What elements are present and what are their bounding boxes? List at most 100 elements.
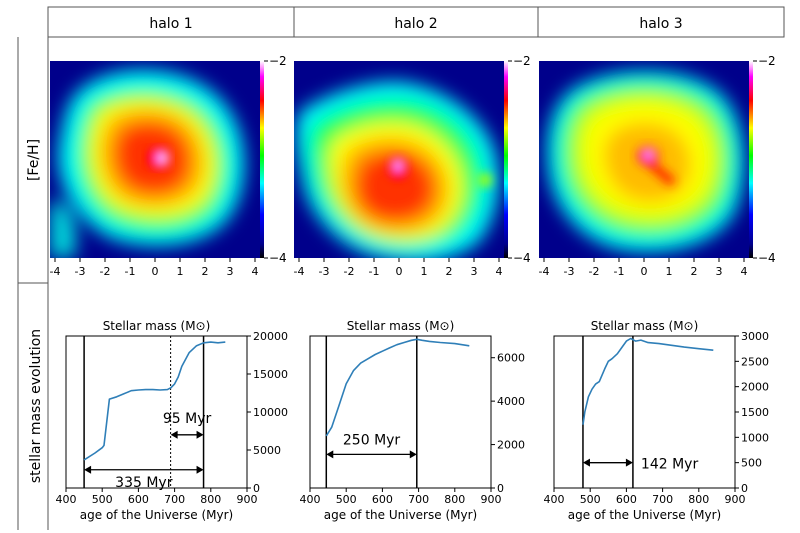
chart-3-y-tick-label: 0 <box>741 482 748 495</box>
chart-1-title: Stellar mass (M⊙) <box>103 319 211 333</box>
chart-2-x-tick-label: 400 <box>300 493 321 506</box>
chart-1-x-tick-label: 900 <box>237 493 258 506</box>
map-1-tick-label: -2 <box>100 265 111 278</box>
layout-grid <box>17 6 785 530</box>
map-1-tick-label: 3 <box>227 265 234 278</box>
colorbar-2-min-label: −4 <box>513 251 531 265</box>
chart-1-interval-label: 335 Myr <box>115 475 173 491</box>
map-1-tick-label: 4 <box>252 265 259 278</box>
feh-map-halo-2 <box>294 61 504 258</box>
chart-1-x-tick-label: 700 <box>164 493 185 506</box>
chart-3-y-tick-label: 3000 <box>741 330 769 343</box>
chart-2-x-tick-label: 500 <box>336 493 357 506</box>
column-header-halo-2: halo 2 <box>394 16 437 32</box>
map-1-tick-label: -3 <box>75 265 86 278</box>
colorbar-2-max-label: −2 <box>513 54 531 68</box>
feh-map-halo-1 <box>50 61 260 258</box>
map-2-tick-label: 3 <box>471 265 478 278</box>
map-3-tick-label: 3 <box>716 265 723 278</box>
map-1-tick-label: 2 <box>202 265 209 278</box>
chart-2-x-axis-label: age of the Universe (Myr) <box>324 508 477 522</box>
chart-2-y-tick-label: 2000 <box>497 439 525 452</box>
chart-2-arrow-head-right <box>409 450 417 459</box>
chart-3-y-tick-label: 2000 <box>741 381 769 394</box>
chart-3-y-tick-label: 1000 <box>741 431 769 444</box>
chart-3-x-axis-label: age of the Universe (Myr) <box>568 508 721 522</box>
chart-3-y-tick-label: 2500 <box>741 355 769 368</box>
chart-2-x-tick-label: 700 <box>408 493 429 506</box>
chart-3-y-tick-label: 500 <box>741 457 762 470</box>
colorbar-3-max-label: −2 <box>758 54 776 68</box>
map-1-tick-label: -1 <box>125 265 136 278</box>
map-3-tick-label: 0 <box>641 265 648 278</box>
chart-2-y-tick-label: 4000 <box>497 395 525 408</box>
chart-2-x-tick-label: 600 <box>372 493 393 506</box>
chart-1-arrow-head-left <box>84 465 92 474</box>
chart-2-x-tick-label: 800 <box>444 493 465 506</box>
chart-3-x-tick-label: 400 <box>544 493 565 506</box>
colorbar-3-min-label: −4 <box>758 251 776 265</box>
column-header-halo-3: halo 3 <box>639 16 682 32</box>
chart-2-mass-line <box>325 338 470 437</box>
chart-3-x-tick-label: 800 <box>688 493 709 506</box>
chart-3-interval-label: 142 Myr <box>641 457 699 473</box>
chart-2-title: Stellar mass (M⊙) <box>347 319 455 333</box>
chart-1-arrow-head-right <box>196 465 204 474</box>
map-3-tick-label: 1 <box>666 265 673 278</box>
chart-2-y-tick-label: 0 <box>497 482 504 495</box>
map-2-tick-label: -1 <box>369 265 380 278</box>
colorbar-1-max-label: −2 <box>269 54 287 68</box>
colorbar-1-min-label: −4 <box>269 251 287 265</box>
chart-1-y-tick-label: 10000 <box>253 406 288 419</box>
row-label-stellar-mass-evolution: stellar mass evolution <box>28 329 44 483</box>
feh-map-halo-3 <box>539 61 749 258</box>
colorbar-3: −2 −4 <box>749 54 776 265</box>
chart-3-mass-line <box>582 337 714 425</box>
map-1-tick-label: 1 <box>177 265 184 278</box>
chart-3-x-tick-label: 900 <box>725 493 746 506</box>
map-2-tick-label: -3 <box>319 265 330 278</box>
map-3-tick-label: -4 <box>539 265 550 278</box>
chart-1-arrow-head-left <box>170 430 178 439</box>
chart-3-y-tick-label: 1500 <box>741 406 769 419</box>
chart-1-interval-label: 95 Myr <box>163 411 212 427</box>
chart-1-y-tick-label: 5000 <box>253 444 281 457</box>
map-3-tick-label: 2 <box>691 265 698 278</box>
chart-3-x-tick-label: 700 <box>652 493 673 506</box>
map-1-tick-label: 0 <box>152 265 159 278</box>
chart-1-x-tick-label: 800 <box>200 493 221 506</box>
chart-3-arrow-head-left <box>582 458 590 467</box>
chart-1-y-tick-label: 20000 <box>253 330 288 343</box>
chart-1-axes-frame <box>65 335 248 489</box>
column-header-halo-1: halo 1 <box>149 16 192 32</box>
chart-3-arrow-head-right <box>625 458 633 467</box>
chart-1-mass-line <box>83 341 226 461</box>
chart-1-x-tick-label: 500 <box>92 493 113 506</box>
chart-2-x-tick-label: 900 <box>481 493 502 506</box>
chart-1-arrow-head-right <box>196 430 204 439</box>
chart-3-x-tick-label: 500 <box>580 493 601 506</box>
chart-2-axes-frame <box>309 335 492 489</box>
map-2-tick-label: -4 <box>294 265 305 278</box>
row-label-feh: [Fe/H] <box>26 139 42 181</box>
map-3-tick-label: -2 <box>589 265 600 278</box>
chart-2-arrow-head-left <box>326 450 334 459</box>
map-1-tick-label: -4 <box>50 265 61 278</box>
map-2-tick-label: 4 <box>496 265 503 278</box>
map-2-tick-label: 2 <box>446 265 453 278</box>
map-3-tick-label: 4 <box>741 265 748 278</box>
map-2-tick-label: -2 <box>344 265 355 278</box>
chart-2-interval-label: 250 Myr <box>343 432 401 448</box>
stellar-mass-charts: Stellar mass (M⊙)400 500 600 700 800 90005000… <box>56 319 770 522</box>
chart-2-y-tick-label: 6000 <box>497 352 525 365</box>
map-2-tick-label: 1 <box>421 265 428 278</box>
chart-3-x-tick-label: 600 <box>616 493 637 506</box>
map-2-tick-label: 0 <box>396 265 403 278</box>
colorbar-1: −2 −4 <box>260 54 287 265</box>
colorbar-2: −2 −4 <box>504 54 531 265</box>
map-3-tick-label: -1 <box>614 265 625 278</box>
map-3-tick-label: -3 <box>564 265 575 278</box>
